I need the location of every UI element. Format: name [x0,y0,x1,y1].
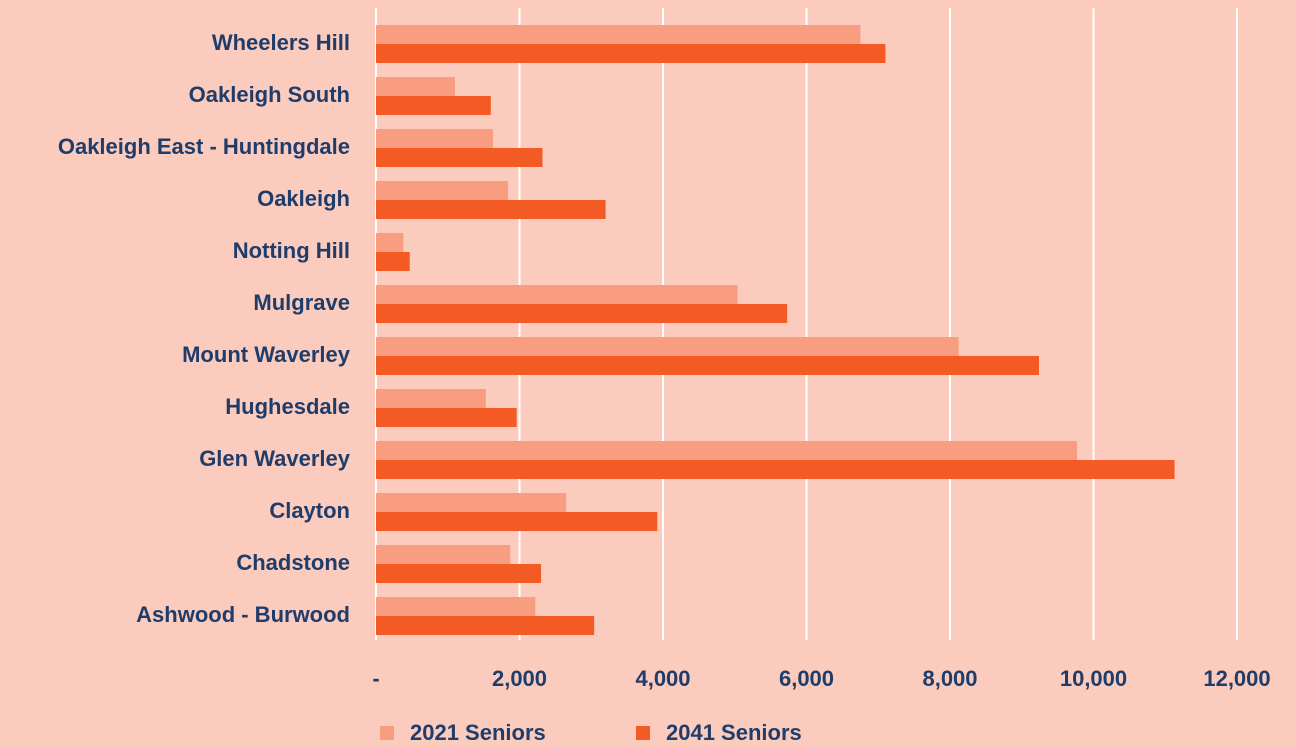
bar [376,285,738,304]
bar [376,460,1175,479]
bar [376,512,658,531]
x-tick-label: - [372,666,379,691]
x-tick-label: 2,000 [492,666,547,691]
bar [376,233,404,252]
bar [376,564,542,583]
y-tick-label: Chadstone [236,550,350,575]
y-tick-label: Clayton [269,498,350,523]
bar [376,181,509,200]
y-tick-label: Oakleigh [257,186,350,211]
bar [376,77,455,96]
bar [376,441,1077,460]
bar [376,129,493,148]
bar [376,597,536,616]
bar [376,200,606,219]
y-tick-label: Wheelers Hill [212,30,350,55]
bar [376,545,511,564]
y-tick-label: Hughesdale [225,394,350,419]
legend-label: 2041 Seniors [666,720,802,745]
bar [376,252,410,271]
x-tick-label: 8,000 [922,666,977,691]
bar [376,25,861,44]
bar [376,44,886,63]
x-tick-label: 12,000 [1203,666,1270,691]
bar [376,96,491,115]
x-tick-label: 10,000 [1060,666,1127,691]
y-tick-label: Notting Hill [233,238,350,263]
x-tick-label: 4,000 [635,666,690,691]
y-tick-label: Glen Waverley [199,446,351,471]
y-tick-label: Ashwood - Burwood [136,602,350,627]
bar [376,493,567,512]
legend-swatch [380,726,394,740]
bar [376,337,959,356]
y-tick-label: Mulgrave [253,290,350,315]
bar [376,148,543,167]
bar [376,304,788,323]
y-tick-label: Oakleigh South [189,82,350,107]
y-tick-label: Oakleigh East - Huntingdale [58,134,350,159]
x-tick-label: 6,000 [779,666,834,691]
bar [376,389,486,408]
bar [376,616,595,635]
bar [376,356,1039,375]
legend-swatch [636,726,650,740]
legend-label: 2021 Seniors [410,720,546,745]
y-tick-label: Mount Waverley [182,342,351,367]
bar [376,408,517,427]
